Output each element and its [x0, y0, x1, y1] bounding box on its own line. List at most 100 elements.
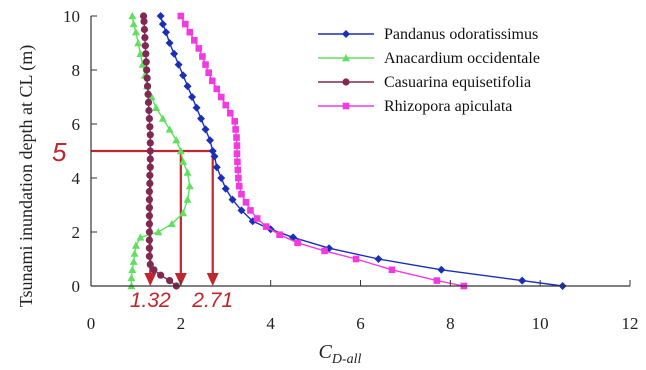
data-point — [179, 209, 188, 217]
data-point — [222, 101, 230, 109]
data-point — [131, 28, 140, 36]
data-point — [202, 61, 209, 68]
data-point — [233, 134, 240, 141]
data-point — [208, 77, 216, 85]
series-line — [180, 15, 464, 287]
data-point — [206, 136, 215, 145]
data-point — [217, 174, 226, 182]
data-point — [152, 103, 161, 111]
data-point — [146, 123, 154, 131]
data-point — [248, 217, 257, 226]
annotation-x-label: 1.32 — [130, 289, 171, 312]
data-point — [352, 255, 360, 263]
data-point — [141, 34, 149, 42]
legend-label: Anacardium occidentale — [384, 50, 540, 67]
data-point — [145, 212, 153, 220]
data-point — [238, 190, 245, 198]
data-point — [146, 179, 154, 187]
annotation-arrowhead — [144, 273, 157, 286]
data-point — [145, 196, 153, 204]
data-point — [437, 265, 446, 274]
data-point — [128, 12, 137, 20]
data-point — [138, 60, 147, 68]
data-point — [172, 136, 181, 144]
data-point — [128, 265, 137, 273]
data-point — [205, 69, 212, 76]
data-point — [165, 39, 174, 47]
data-point — [228, 195, 237, 204]
data-point — [131, 241, 140, 249]
data-point — [242, 199, 250, 206]
y-tick-label: 0 — [72, 277, 81, 296]
data-point — [233, 150, 241, 157]
y-axis-label: Tsunami inundation depth at CL (m) — [16, 45, 37, 308]
data-point — [146, 155, 154, 163]
data-point — [177, 12, 185, 20]
data-point — [183, 168, 192, 176]
data-point — [144, 90, 152, 98]
data-point — [145, 236, 153, 244]
x-tick-label: 2 — [177, 314, 186, 333]
annotation-arrowhead — [206, 273, 219, 286]
data-point — [136, 233, 145, 241]
data-point — [182, 20, 189, 28]
data-point — [154, 228, 163, 236]
y-tick-label: 8 — [72, 61, 81, 80]
data-point — [156, 12, 165, 20]
legend-item: Rhizopora apiculata — [318, 98, 512, 115]
x-tick-label: 8 — [446, 314, 455, 333]
data-point — [235, 182, 243, 190]
data-point — [226, 109, 234, 117]
data-point — [253, 215, 261, 222]
data-point — [518, 276, 527, 285]
legend-marker — [342, 78, 350, 86]
data-point — [145, 204, 153, 212]
legend-item: Pandanus odoratissimus — [318, 26, 538, 43]
data-point — [232, 126, 239, 133]
data-point — [321, 247, 328, 255]
data-point — [183, 195, 192, 203]
data-point — [201, 125, 210, 134]
data-point — [174, 60, 183, 69]
data-point — [130, 249, 139, 257]
series-3 — [139, 12, 180, 290]
data-point — [262, 223, 270, 230]
data-point — [145, 228, 153, 236]
data-point — [127, 273, 136, 282]
axes-layer: 0 2 4 6 8 10 12 0 2 4 6 8 10 — [63, 7, 639, 333]
data-point — [142, 58, 150, 66]
data-point — [197, 114, 206, 123]
legend-label: Casuarina equisetifolia — [384, 74, 531, 91]
data-point — [143, 66, 151, 74]
data-point — [167, 219, 176, 228]
y-tick-label: 10 — [63, 7, 80, 26]
data-point — [145, 106, 153, 115]
annotation-x-label: 2.71 — [191, 289, 233, 312]
data-point — [129, 257, 138, 265]
data-point — [199, 53, 206, 60]
data-point — [179, 157, 188, 165]
data-point — [235, 174, 242, 182]
x-tick-label: 0 — [87, 314, 96, 333]
data-point — [140, 25, 149, 34]
data-point — [213, 85, 221, 93]
legend-item: Casuarina equisetifolia — [318, 74, 531, 91]
data-point — [145, 115, 153, 123]
data-point — [176, 147, 185, 155]
x-tick-label: 6 — [356, 314, 365, 333]
data-point — [146, 260, 154, 268]
data-point — [234, 166, 242, 174]
data-point — [185, 182, 194, 190]
data-point — [146, 139, 154, 147]
x-tick-label: 12 — [622, 314, 639, 333]
data-point — [208, 147, 217, 155]
data-point — [233, 142, 241, 149]
data-point — [237, 206, 246, 215]
data-point — [140, 17, 148, 25]
data-point — [188, 93, 197, 101]
data-point — [143, 82, 152, 90]
series-4 — [177, 12, 468, 290]
data-point — [129, 20, 138, 28]
legend-marker — [342, 102, 350, 110]
data-point — [166, 277, 174, 285]
